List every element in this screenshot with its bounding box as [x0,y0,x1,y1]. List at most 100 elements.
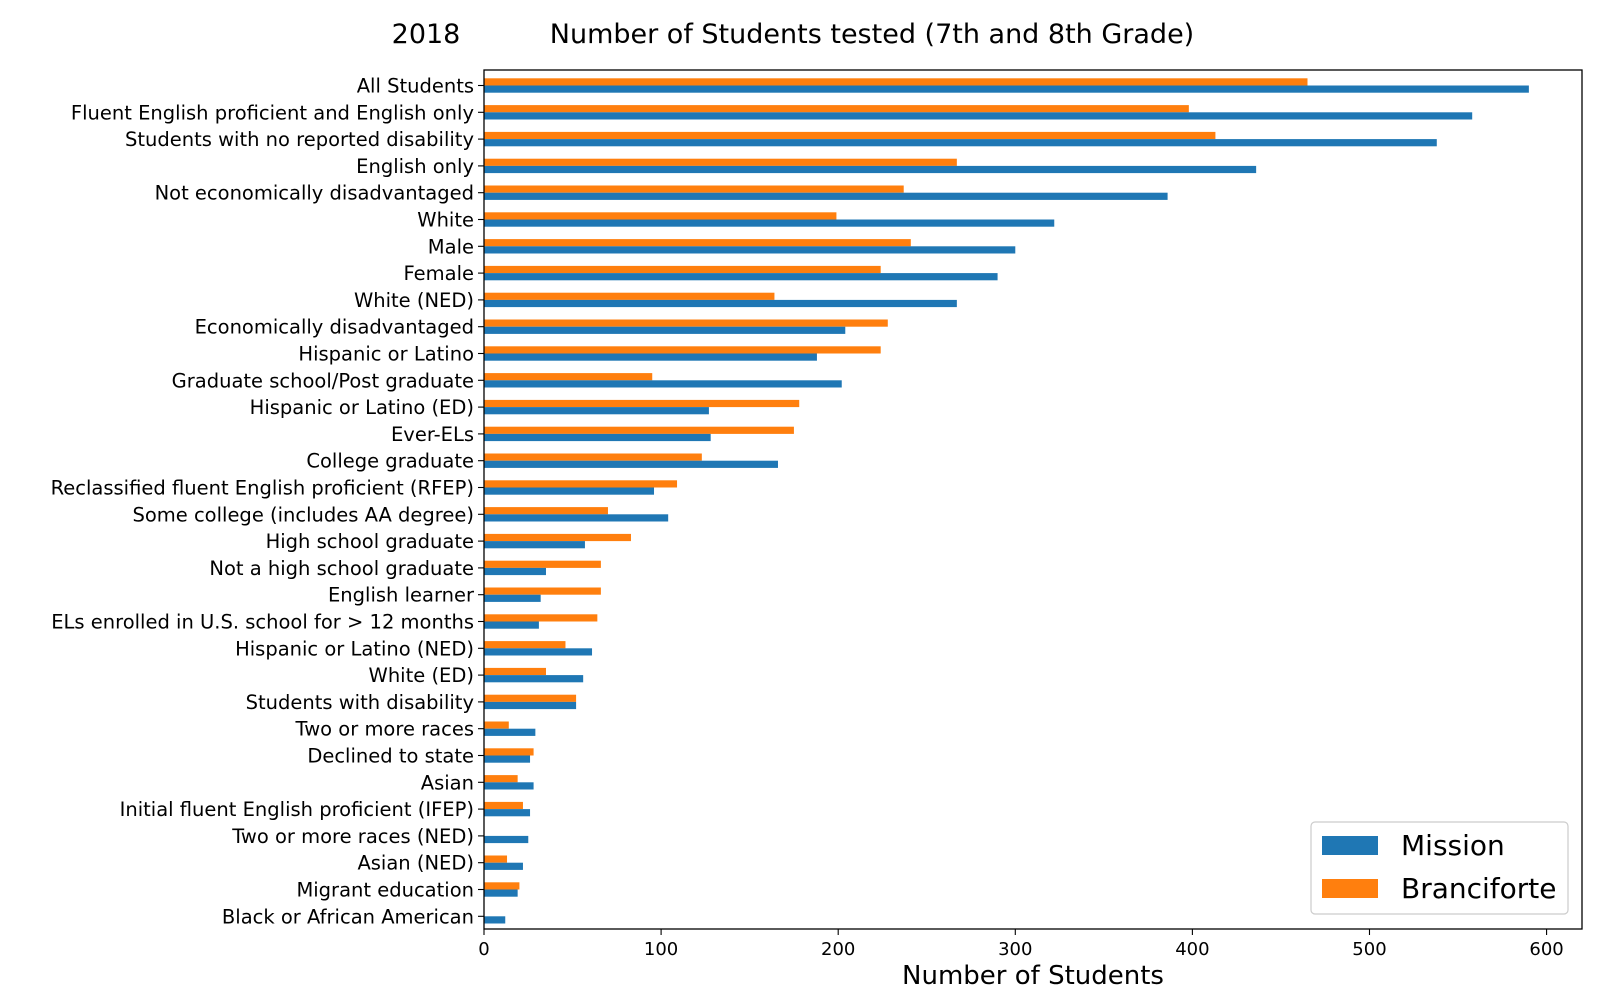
bar-branciforte-migrant-education [484,882,519,889]
bar-mission-male [484,246,1015,253]
bar-mission-els-enrolled-in-u-s-school-for-12-months [484,622,539,629]
bar-mission-economically-disadvantaged [484,327,845,334]
category-label-declined-to-state: Declined to state [307,745,474,768]
category-label-hispanic-or-latino-ed: Hispanic or Latino (ED) [250,396,474,419]
x-axis-label: Number of Students [902,961,1164,991]
bar-mission-english-learner [484,595,541,602]
bar-branciforte-two-or-more-races [484,722,509,729]
bar-branciforte-college-graduate [484,454,702,461]
category-label-white-ed: White (ED) [369,664,474,687]
category-label-some-college-includes-aa-degree: Some college (includes AA degree) [132,503,474,526]
bar-branciforte-some-college-includes-aa-degree [484,507,608,514]
category-label-fluent-english-proficient-and-english-only: Fluent English proficient and English on… [71,101,474,124]
category-label-students-with-disability: Students with disability [246,691,474,714]
x-tick-label: 100 [644,939,678,960]
legend-swatch-branciforte [1322,879,1378,898]
category-label-two-or-more-races: Two or more races [295,718,474,741]
bar-mission-reclassified-fluent-english-proficient-rfep [484,488,654,495]
bar-branciforte-hispanic-or-latino [484,346,881,353]
bar-mission-some-college-includes-aa-degree [484,514,668,521]
bar-branciforte-hispanic-or-latino-ed [484,400,799,407]
category-label-ever-els: Ever-ELs [391,423,474,446]
bar-branciforte-fluent-english-proficient-and-english-only [484,105,1189,112]
bar-branciforte-english-only [484,159,957,166]
category-label-hispanic-or-latino: Hispanic or Latino [298,343,474,366]
bar-branciforte-white [484,212,836,219]
bar-mission-graduate-school-post-graduate [484,380,842,387]
bar-mission-asian-ned [484,863,523,870]
legend: Mission Branciforte [1311,822,1568,914]
category-label-not-a-high-school-graduate: Not a high school graduate [209,557,474,580]
bar-branciforte-els-enrolled-in-u-s-school-for-12-months [484,614,597,621]
bar-branciforte-white-ed [484,668,546,675]
bar-mission-all-students [484,86,1529,93]
x-tick-label: 200 [821,939,855,960]
category-label-black-or-african-american: Black or African American [222,905,474,928]
bar-mission-declined-to-state [484,756,530,763]
bar-branciforte-students-with-no-reported-disability [484,132,1215,139]
bar-mission-college-graduate [484,461,778,468]
category-label-migrant-education: Migrant education [296,879,474,902]
category-label-asian-ned: Asian (NED) [357,852,474,875]
x-axis-ticks: 0 100 200 300 400 500 600 [478,929,1563,960]
bar-branciforte-economically-disadvantaged [484,320,888,327]
bar-branciforte-high-school-graduate [484,534,631,541]
category-label-all-students: All Students [357,75,474,98]
category-label-asian: Asian [421,771,474,794]
bar-branciforte-declined-to-state [484,748,534,755]
legend-label-mission: Mission [1401,829,1505,862]
category-label-female: Female [403,262,474,285]
bar-mission-white-ed [484,675,583,682]
legend-swatch-mission [1322,836,1378,855]
category-labels: All Students Fluent English proficient an… [51,75,484,929]
bars-group [484,78,1529,923]
bar-mission-white-ned [484,300,957,307]
category-label-college-graduate: College graduate [306,450,474,473]
bar-branciforte-english-learner [484,588,601,595]
x-tick-label: 300 [998,939,1032,960]
bar-mission-ever-els [484,434,711,441]
x-tick-label: 400 [1175,939,1209,960]
bar-mission-two-or-more-races-ned [484,836,528,843]
bar-branciforte-white-ned [484,293,774,300]
bar-branciforte-initial-fluent-english-proficient-ifep [484,802,523,809]
chart-title-year: 2018 [392,19,461,50]
bar-mission-asian [484,782,534,789]
category-label-economically-disadvantaged: Economically disadvantaged [195,316,474,339]
category-label-hispanic-or-latino-ned: Hispanic or Latino (NED) [235,637,474,660]
bar-branciforte-all-students [484,78,1308,85]
category-label-english-learner: English learner [328,584,475,607]
bar-mission-black-or-african-american [484,916,505,923]
bar-branciforte-students-with-disability [484,695,576,702]
bar-mission-students-with-disability [484,702,576,709]
bar-branciforte-male [484,239,911,246]
category-label-not-economically-disadvantaged: Not economically disadvantaged [155,182,474,205]
bar-branciforte-ever-els [484,427,794,434]
bar-mission-white [484,220,1054,227]
bar-branciforte-not-a-high-school-graduate [484,561,601,568]
bar-branciforte-reclassified-fluent-english-proficient-rfep [484,480,677,487]
bar-branciforte-asian [484,775,518,782]
bar-mission-female [484,273,998,280]
bar-branciforte-graduate-school-post-graduate [484,373,652,380]
bar-mission-hispanic-or-latino [484,354,817,361]
category-label-els-enrolled-in-u-s-school-for-12-months: ELs enrolled in U.S. school for > 12 mon… [51,611,474,634]
bar-mission-hispanic-or-latino-ned [484,648,592,655]
bar-mission-hispanic-or-latino-ed [484,407,709,414]
bar-mission-two-or-more-races [484,729,535,736]
category-label-two-or-more-races-ned: Two or more races (NED) [231,825,474,848]
category-label-white: White [417,209,474,232]
chart-title: Number of Students tested (7th and 8th G… [550,19,1194,50]
bar-mission-high-school-graduate [484,541,585,548]
category-label-students-with-no-reported-disability: Students with no reported disability [125,128,474,151]
bar-branciforte-not-economically-disadvantaged [484,186,904,193]
category-label-white-ned: White (NED) [354,289,474,312]
category-label-english-only: English only [356,155,474,178]
bar-mission-migrant-education [484,890,518,897]
bar-mission-english-only [484,166,1256,173]
bar-branciforte-female [484,266,881,273]
bar-mission-students-with-no-reported-disability [484,139,1437,146]
bar-mission-not-economically-disadvantaged [484,193,1168,200]
category-label-high-school-graduate: High school graduate [266,530,474,553]
